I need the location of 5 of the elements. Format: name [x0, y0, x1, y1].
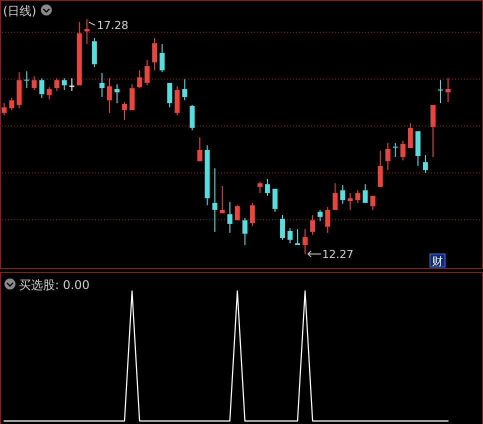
chart-title: 买选股: 0.00 — [19, 278, 90, 292]
annotation: 财 — [432, 255, 443, 268]
annotation: 17.28 — [96, 19, 128, 32]
chart-title: (日线) — [3, 4, 36, 18]
annotation: 12.27 — [322, 248, 354, 261]
